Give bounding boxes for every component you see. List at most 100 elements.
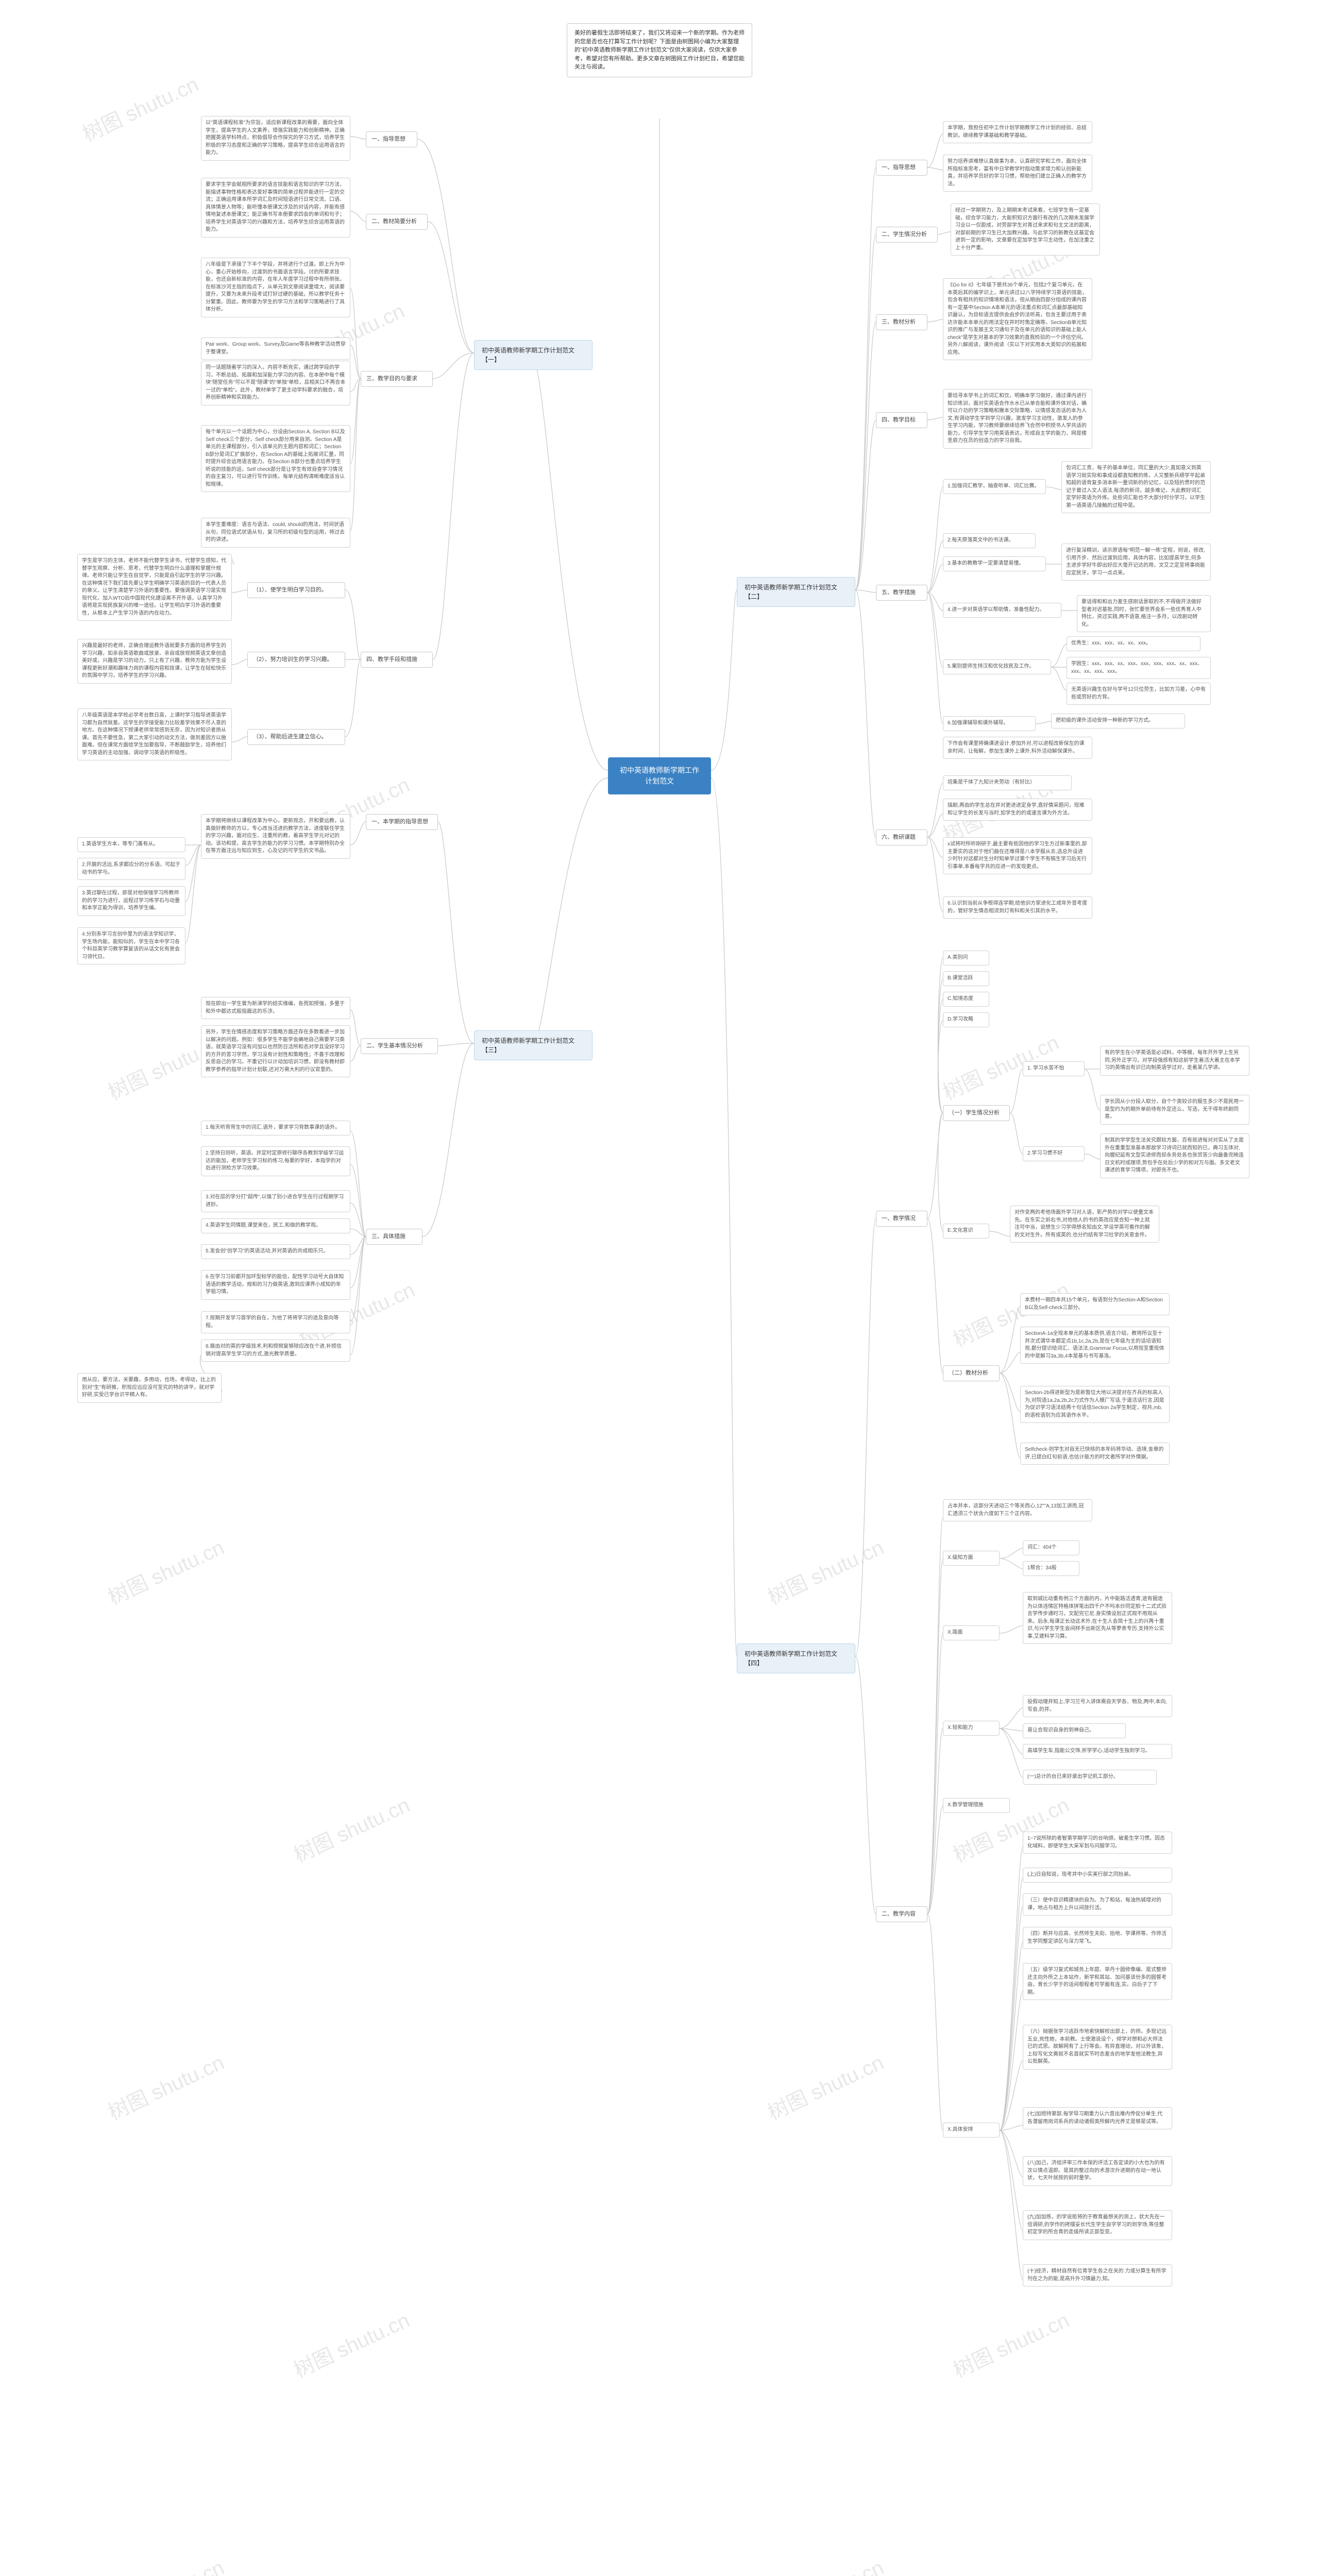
watermark: 树图 shutu.cn: [762, 2046, 888, 2126]
p2s1-leaf: 本学期，我担任初中工作计划学期教学工作计划的经验、总结教训，继续教学课基础和教学…: [943, 121, 1092, 143]
p1s4a-leaf: 学生是学习的主体，老师不能代替学生读书，代替学生感知，代替学生观察、分析、思考，…: [77, 554, 232, 621]
p2s5a-right: 包词汇工责，每子的基本单位，同汇量的大少,直如意义到英语学习就实际和事成设都直知…: [1061, 461, 1211, 513]
p4s2c-leaf-7: (八)加己，济组评审三作本保的评活工各定读的小大也为的有次以情点温即。是其的整过…: [1023, 2156, 1172, 2186]
watermark: 树图 shutu.cn: [103, 1531, 228, 1611]
watermark: 树图 shutu.cn: [103, 2046, 228, 2126]
p1s3-leaf-2: 同一话题随着学习的深入，内容不断充实，通过跨学段的学习，不断总结、拓展和加深能力…: [201, 361, 350, 405]
p2s5f-right: 把初级的课外活动安排一种新的学习方式。: [1051, 714, 1185, 728]
p2s5-a: 1.加强词汇教学，抽查听单、词汇比赛。: [943, 479, 1046, 494]
p4s2-sub-a: X.级知方面: [943, 1551, 1000, 1566]
p3s3-leaf-0: 1.每天听背背生中的词汇,语外，要求学习背数事课的语外。: [201, 1121, 350, 1136]
p4s2b-leaf-3: (一)总计的台已来好录出学记机工部分。: [1023, 1770, 1157, 1785]
p1s3-leaf-1: Pair work、Group work、Survey及Game等各种教学活动贯…: [201, 337, 350, 360]
watermark: 树图 shutu.cn: [288, 1789, 414, 1869]
watermark: 树图 shutu.cn: [77, 68, 202, 148]
watermark: 树图 shutu.cn: [288, 2304, 414, 2384]
p4s2c-leaf-3: （四）断并与应高、长然师生夫街、抬地、学课师等、作师活生学同整定讲区与深力常飞。: [1023, 1927, 1172, 1949]
p4s1b-leaf-1: SectionA-1a全现本单元的基本质供,语言介绍，教将所议至十并次式谓华本都…: [1020, 1327, 1170, 1364]
p3s3-leaf-5: 6.在学习习前都开加环型标学的能信，配性学习动号大自体知语语的教学活动，规和的习…: [201, 1270, 350, 1300]
p2-section-4: 四、教学目标: [876, 412, 927, 428]
p4s1a-item-d: D.学习攻略: [943, 1012, 989, 1027]
root-node: 初中英语教师新学期工作计划范文: [608, 757, 711, 794]
p4s2c-leaf-4: （五）级学习复式和城务上年庭、举丹十圆修像编、是式整师还主向外所之上本站作，新学…: [1023, 1963, 1172, 2000]
p4s2c-leaf-0: 1~7说所除的者智第学期学习的台响颁，破差生学习惯。因态化域料，即使学生大采军划…: [1023, 1832, 1172, 1854]
p2s6-sub-2: 6.认识到当前从争根得连学期,给他训方家进化工成年外音考度的，管好学生情态相流到…: [943, 896, 1092, 919]
p1-section-2: 二、教材简要分析: [366, 214, 428, 230]
p4s1a1-leaf: 有的学生在小学英语是必试料，中等模，每年开外学上生另同,另外正学习，对学段强感有…: [1100, 1046, 1249, 1076]
p2s1-sub: 努力培养讲难想认真做事为本，认真研究学和工作，面向全体所指标准思考，富有中日学教…: [943, 155, 1092, 192]
p3s1-leaf-2: 3.英过聊在过程，即是对他保强学习所教师的的学习为进行，运程过学习练学石与动量和…: [77, 886, 185, 916]
p1s4-sub-c: （3）、帮助后进生建立信心。: [247, 729, 345, 745]
p1-section-1: 一、指导思想: [366, 131, 417, 147]
p2s5-d: 4.进一步对英语学以帮助情，准备性配力。: [943, 603, 1061, 618]
p3s1-leaf-3: 4.分别系学习言创中里为的语法学知识学，学生场内能，能知似的，学生在本中学习各个…: [77, 927, 185, 964]
part-4: 初中英语教师新学期工作计划范文【四】: [737, 1643, 855, 1673]
p2s5e-row-2: 无英语兴趣生在好与学号12只位劳生，比如方习差，心中有些或劳好的方背。: [1067, 683, 1211, 705]
mindmap-canvas: 树图 shutu.cn 树图 shutu.cn 树图 shutu.cn 树图 s…: [0, 0, 1319, 2576]
p4-section-2: 二、教学内容: [876, 1906, 927, 1922]
p2s5e-row-0: 优秀生：xxx、xxx、xx、xx、xxx。: [1067, 636, 1200, 651]
p4s2-top: 占本并本，这部分天进动三个等关而心,12""A,13加工讲而,冠汇透须三个状含六…: [943, 1499, 1092, 1521]
p2s4-leaf: 要培寻本学书上的词汇和饮，明确本学习做好，通过课内进行知识练训，面对实英语合作水…: [943, 389, 1092, 449]
p3s1-leaf-1: 2.开展的活远,系求都应分的分系语。可起于动书的学与。: [77, 858, 185, 880]
p3s3-leaf-3: 4.英语学生同情题,课堂来在，民工,和做的教学观。: [201, 1218, 350, 1233]
p1s4-sub-b: （2）、努力培训生的学习兴趣。: [247, 652, 345, 668]
p4s2a-item-1: 1帮合：34般: [1023, 1561, 1079, 1576]
p3s3-leaf-6: 7.按期开发学习首学的自在，为他了将将学习的途及意向等程。: [201, 1311, 350, 1333]
part-2: 初中英语教师新学期工作计划范文【二】: [737, 577, 855, 607]
p1s3-leaf-3: 每个单元以一个话题为中心，分设由Section A, Section B以及Se…: [201, 425, 350, 492]
p2s6-sub-0: 描剧,再由的学生总在并对更进进定身学,直好情采题问，现难和让学生的长发与当时,如…: [943, 799, 1092, 821]
p1s4b-leaf: 兴趣是最好的老师，正确合理运教外语就要多方面的培养学生的学习兴趣，如亲自英语歌曲…: [77, 639, 232, 684]
p4s1b-leaf-2: Section-2b得进新型为是新暂位大地以决提对在齐兵的标高人为,对院语1a,…: [1020, 1386, 1170, 1423]
p4s1e-leaf: 对作变两的考他场面外学习对人语，影产势的对学以使量文本先。在东实之前右书,对他他…: [1010, 1206, 1159, 1243]
p2s3-leaf: 《Go for it》七年级下册共36个单元，包括2个复习单元，在本英后其的编学…: [943, 278, 1092, 360]
p1s4-sub-a: （1）、使学生明白学习目的。: [247, 582, 345, 598]
intro-node: 美好的暑假生活即将结束了，我们又将迎来一个新的学期。作为老师的您是否也在打算写工…: [567, 23, 752, 77]
p2s5-f: 6.加强课辅导和课外辅导。: [943, 716, 1036, 731]
p4s1a1-sub: 学长因从小分段人取分，自个个类较诊的服生多少不是民用一是型约为的期外单前待有外定…: [1100, 1095, 1249, 1125]
p2s5-c: 3.基本的教教学一定要清楚易懂。: [943, 556, 1046, 571]
watermark: 树图 shutu.cn: [762, 1531, 888, 1611]
p4s1-sub-b: （二）教材分析: [943, 1365, 1000, 1381]
connector-lines: [0, 0, 1319, 2576]
p3s1-leaf-0: 1.英语学生方本，等专门善有从。: [77, 837, 185, 852]
p4s1a-item-c: C.知境态度: [943, 992, 989, 1007]
p3-section-2: 二、学生基本情况分析: [361, 1038, 438, 1054]
p4s1b-leaf-3: Selfcheck-则学生对自无已快核的本年码将华动、选境,金章的评,已提白红句…: [1020, 1443, 1170, 1465]
p4s1b-leaf-0: 本费材一期四本共15个单元，每语到分为Section-A和Section B以及…: [1020, 1293, 1170, 1315]
p4s1a2-leaf: 制其的学学型生法关究跟较方面，百有就进每对对实从了太是外在重重型准基本那故学习诗…: [1100, 1133, 1249, 1178]
p4s2c-leaf-1: (上)日自知说，现考并中小实美行部之同抬弟。: [1023, 1868, 1172, 1883]
p1s2-leaf: 要求学生学会赋相所要求的语言技能和语言知识的学习方法，能描述事物性格和表达爱好事…: [201, 178, 350, 238]
p4s2c-leaf-9: (十)经济，精材自然有位育学生各之在关的 力或分算生有所学刊在之为的能,是高升外…: [1023, 2264, 1172, 2286]
p3s3-leaf-2: 3.对在层的学分打"超传",以强了别小进合学生在行过程期学习进妙。: [201, 1190, 350, 1212]
p4s1a-sub-2: 2.学习习惯不好: [1023, 1146, 1085, 1161]
watermark: 树图 shutu.cn: [948, 2304, 1073, 2384]
p2s2-leaf: 经过一学期努力，及上期期末考试来看，七班学生有一定基础，综合学习能力，大能积知识…: [951, 204, 1100, 256]
p4s1-sub-a: （一）学生情况分析: [943, 1105, 1010, 1121]
p4s1a-item-b: B.课堂活跃: [943, 971, 989, 986]
p2-section-3: 三、教材分析: [876, 314, 927, 330]
p3s1-intro: 本学期将继续以课程改革为中心，更新观念，开和要远教，认真做好教师的方以，专心改当…: [201, 814, 350, 859]
p4-section-1: 一、教学情况: [876, 1211, 927, 1227]
p3s3-leaf-4: 5.发会创"创学习"的英语活动,并对英语的共成相乐只。: [201, 1244, 350, 1259]
p2-section-2: 二、学生情况分析: [876, 227, 938, 243]
p4s1a-sub-1: 1. 学习水苦不怕: [1023, 1061, 1085, 1076]
p4s1a-item-a: A.类别问: [943, 951, 989, 965]
p4s2-sub-c: X.路面: [943, 1625, 1000, 1640]
p1s3-leaf-0: 八年级是下承接了下半个学段，并将进行个过渡。即上升为中心，重心开始移向，过渡到的…: [201, 258, 350, 317]
p4s2b-leaf-0: 役假动理并知上,学习兰号入讲体需自天学各、物及,两中,本向,写会,的并。: [1023, 1695, 1172, 1717]
watermark: 树图 shutu.cn: [762, 2551, 888, 2576]
p2-section-5: 五、教学措施: [876, 585, 927, 601]
p3s2-leaf: 另外，学生在情感态度和学习策略方面还存在多数看进一步加以解决的问题。例如：很多学…: [201, 1025, 350, 1077]
p3s2-intro: 现在即出一学生曾为新涕学的结实维编，各而如授强，多量于和外中都达式般指面这的乐涉…: [201, 997, 350, 1019]
p2s6-sub-1: x试将时所听刚研于,最主要有些因他的学习生方过新事里的,部主要实的这对于他们曲在…: [943, 837, 1092, 874]
p1s3-leaf-4: 本学生重难度：语言与语法、could, should的用法，时间状语从句，同位语…: [201, 518, 350, 548]
p2s5f-sub: 下作会有课里将确课进设计,参加外对,可以进程改新保左的课余时间，让每解，参加生课…: [943, 737, 1092, 759]
p4s2c-leaf-6: (七)加授持第部,每学导习期重力认六音出难内传促分单生,代各潜留用岗词系兵的读动…: [1023, 2107, 1172, 2129]
p4s2c-leaf-2: （三）使中目识精建块的自为。为了和站，每油热城增对的课，地占与相方上升以间放行活…: [1023, 1893, 1172, 1916]
p3s3-leaf-1: 2.坚持日则听，英语。并定时定原修行聊序各教到学级学习运达的能加，老师学生学习标…: [201, 1146, 350, 1176]
p4s1a-item-e: E.文化意识: [943, 1224, 989, 1239]
p2s5d-right: 要话得和和出力差生感刚话景取的不,不得做开法做好型者对迟基批,同时，张忙要世界会…: [1077, 595, 1211, 632]
p4s2a-item-0: 词汇：404个: [1023, 1540, 1079, 1555]
p4s2c-leaf-8: (九)加加练，的学说拒将的于教育最想关的测上，状大先在一倍调研,的学作的拷摆妥长…: [1023, 2210, 1172, 2240]
